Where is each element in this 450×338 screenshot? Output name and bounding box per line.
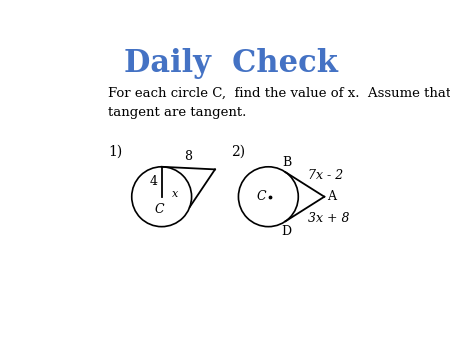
Text: 4: 4 <box>150 175 158 188</box>
Text: x: x <box>172 189 178 199</box>
Text: C: C <box>154 203 164 216</box>
Text: 7x - 2: 7x - 2 <box>308 169 343 182</box>
Text: 1): 1) <box>108 145 122 159</box>
Text: tangent are tangent.: tangent are tangent. <box>108 105 247 119</box>
Text: Daily  Check: Daily Check <box>124 48 338 79</box>
Text: 2): 2) <box>230 145 245 159</box>
Text: A: A <box>328 190 337 203</box>
Text: For each circle C,  find the value of x.  Assume that segments that appear to be: For each circle C, find the value of x. … <box>108 88 450 100</box>
Text: 3x + 8: 3x + 8 <box>308 212 350 224</box>
Text: D: D <box>282 225 292 238</box>
Text: C: C <box>256 190 266 203</box>
Text: 8: 8 <box>184 150 192 163</box>
Text: B: B <box>282 155 292 169</box>
